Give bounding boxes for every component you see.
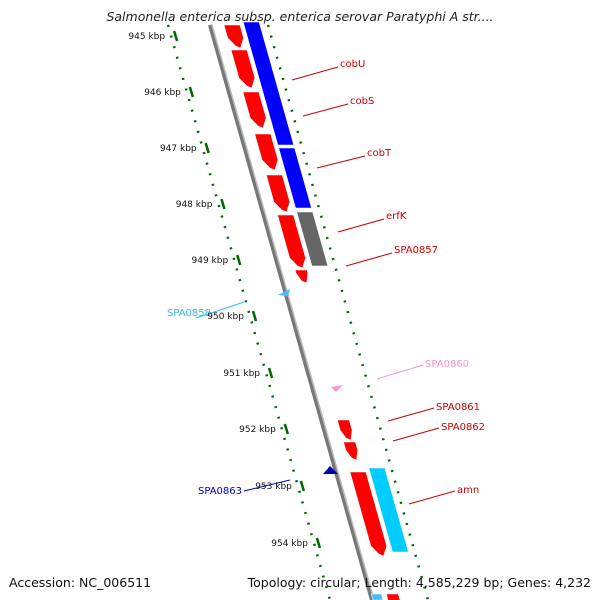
kbp-tick-mark	[251, 310, 258, 322]
gene-leader-line	[387, 407, 435, 422]
cds-block-small[interactable]	[294, 269, 309, 284]
gene-leader-line	[408, 490, 456, 505]
kbp-tick-label: 954 kbp	[271, 539, 308, 549]
kbp-tick-label: 950 kbp	[207, 312, 244, 322]
cds-cobU-blue[interactable]	[242, 21, 295, 146]
kbp-tick-mark	[236, 254, 242, 266]
cds-erfK-gray[interactable]	[296, 211, 329, 267]
gene-leader-line	[291, 66, 339, 81]
cds-SPA0858-marker[interactable]	[278, 289, 290, 296]
gene-leader-line	[302, 103, 349, 117]
gene-leader-line	[195, 301, 245, 319]
cds-bottom-cyan[interactable]	[370, 593, 384, 600]
gene-leader-line	[316, 155, 366, 169]
cds-block-2[interactable]	[230, 49, 256, 89]
genome-summary-text: Topology: circular; Length: 4,585,229 bp…	[247, 575, 591, 590]
gene-leader-line	[345, 252, 393, 267]
gene-label[interactable]: amn	[457, 485, 479, 496]
genome-title: Salmonella enterica subsp. enterica sero…	[106, 9, 494, 24]
gene-label[interactable]: erfK	[386, 211, 407, 222]
gene-label[interactable]: SPA0860	[425, 359, 469, 370]
kbp-tick-mark	[283, 423, 290, 435]
gene-label[interactable]: SPA0858	[167, 308, 211, 319]
cds-block-4[interactable]	[254, 133, 279, 171]
kbp-tick-label: 951 kbp	[223, 369, 260, 379]
cds-block-3[interactable]	[242, 91, 267, 129]
scale-tick-marks	[172, 30, 322, 549]
cds-block-1[interactable]	[223, 24, 244, 49]
gene-label[interactable]: cobT	[367, 148, 392, 159]
cds-block-5[interactable]	[265, 174, 291, 213]
kbp-tick-mark	[267, 367, 274, 379]
gene-label[interactable]: cobS	[350, 96, 374, 107]
accession-text: Accession: NC_006511	[9, 575, 152, 590]
kbp-tick-label: 953 kbp	[255, 482, 292, 492]
cds-amn-red[interactable]	[349, 471, 388, 557]
gene-leader-line	[376, 364, 424, 380]
kbp-tick-mark	[172, 30, 179, 42]
gene-label[interactable]: SPA0861	[436, 402, 480, 413]
gene-label[interactable]: SPA0863	[198, 486, 242, 497]
cds-SPA0863-marker[interactable]	[323, 466, 338, 474]
kbp-tick-label: 952 kbp	[239, 425, 276, 435]
kbp-tick-label: 947 kbp	[160, 144, 197, 154]
backbone-line	[208, 24, 374, 600]
gene-label[interactable]: cobU	[340, 59, 365, 70]
gene-leader-line	[243, 479, 291, 492]
kbp-tick-mark	[204, 142, 210, 154]
gene-label-layer: cobU cobS cobT erfK SPA0857 SPA0858 SPA0860 SPA…	[167, 59, 485, 505]
kbp-tick-mark	[188, 86, 195, 98]
gene-leader-line	[392, 427, 440, 442]
cds-SPA0862[interactable]	[343, 441, 359, 461]
kbp-tick-label: 948 kbp	[176, 200, 213, 210]
cds-block-6[interactable]	[277, 214, 306, 269]
kbp-tick-label: 946 kbp	[144, 88, 181, 98]
feature-track	[223, 21, 409, 600]
gc-track-right	[266, 24, 430, 600]
cds-amn-cyan[interactable]	[368, 467, 409, 553]
gene-leader-line	[337, 218, 385, 233]
cds-bottom-red[interactable]	[385, 593, 401, 600]
gene-label[interactable]: SPA0862	[441, 422, 485, 433]
gc-track-left	[166, 24, 332, 600]
kbp-tick-mark	[220, 198, 226, 210]
kbp-label-layer: 945 kbp 946 kbp 947 kbp 948 kbp 949 kbp 950 k…	[128, 32, 308, 549]
kbp-tick-mark	[299, 480, 306, 492]
kbp-tick-label: 945 kbp	[128, 32, 165, 42]
kbp-tick-label: 949 kbp	[192, 256, 229, 266]
gene-label[interactable]: SPA0857	[394, 245, 438, 256]
backbone-highlight	[211, 24, 375, 600]
cds-SPA0860-marker[interactable]	[331, 385, 343, 392]
cds-SPA0861[interactable]	[336, 419, 353, 441]
kbp-tick-mark	[315, 537, 322, 549]
cds-cobT-blue[interactable]	[278, 147, 312, 209]
